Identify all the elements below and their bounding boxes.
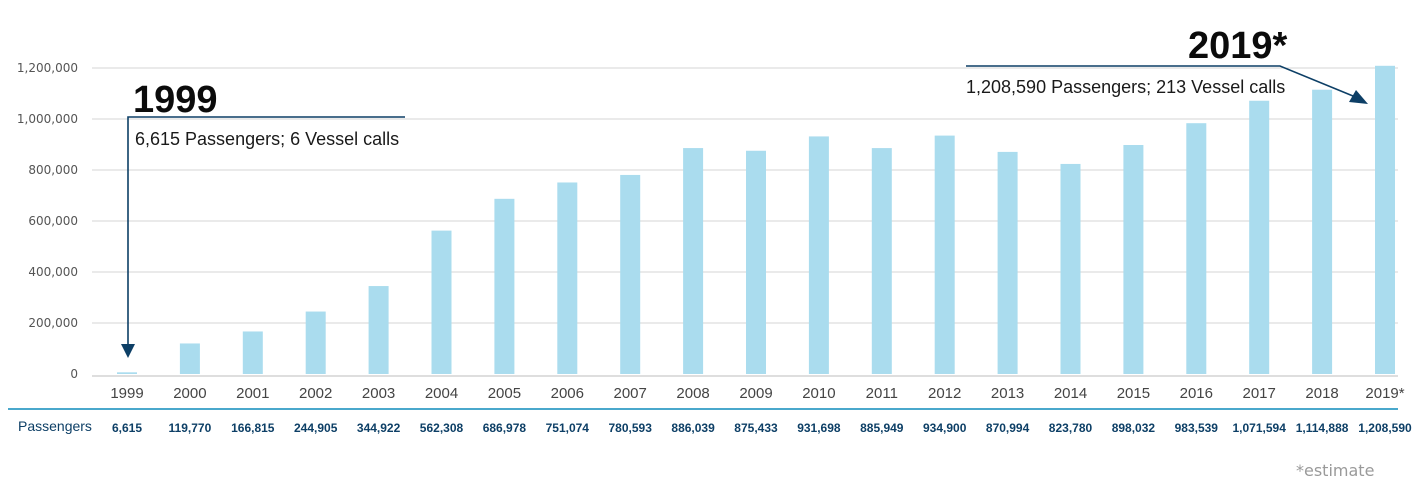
bar [494,198,515,374]
passenger-value-label: 166,815 [231,421,275,435]
x-tick-label: 2014 [1054,385,1087,402]
passengers-row-label: Passengers [18,418,92,434]
passenger-value-label: 870,994 [986,421,1030,435]
gridlines [92,67,1398,377]
x-tick-label: 2006 [551,385,584,402]
bar [1375,65,1395,375]
x-tick-label: 2000 [173,385,206,402]
bar [1060,163,1081,374]
x-tick-label: 2011 [866,385,898,402]
passenger-value-label: 823,780 [1049,421,1093,435]
annotation-1999-connector [127,116,405,346]
y-axis-ticks: 0 200,000 400,000 600,000 800,000 1,000,000 1,… [17,61,78,381]
passenger-value-label: 780,593 [609,421,653,435]
passenger-value-label: 751,074 [546,421,590,435]
x-tick-label: 2015 [1117,385,1150,402]
passenger-value-label: 1,208,590 [1358,421,1412,435]
x-tick-label: 2012 [928,385,961,402]
annotation-2019-arrowhead [1349,90,1368,104]
y-tick-label: 600,000 [28,214,78,228]
x-tick-label: 2018 [1305,385,1338,402]
passenger-value-label: 886,039 [671,421,715,435]
passenger-value-label: 244,905 [294,421,338,435]
bar [179,343,200,374]
passenger-value-label: 885,949 [860,421,904,435]
annotation-1999-text: 6,615 Passengers; 6 Vessel calls [135,129,399,149]
bar [683,148,704,374]
bars [117,65,1395,375]
passenger-value-label: 344,922 [357,421,401,435]
passenger-value-label: 875,433 [734,421,778,435]
bar [934,135,955,374]
annotation-1999-year: 1999 [133,79,218,121]
x-tick-label: 2002 [299,385,332,402]
y-tick-label: 400,000 [28,265,78,279]
x-tick-label: 1999 [110,385,143,402]
footnote-estimate: *estimate [1296,461,1374,480]
passenger-value-label: 983,539 [1175,421,1219,435]
y-tick-label: 1,000,000 [17,112,78,126]
x-tick-label: 2009 [739,385,772,402]
annotation-2019-year: 2019* [1188,25,1288,67]
annotation-2019-text: 1,208,590 Passengers; 213 Vessel calls [966,77,1285,97]
x-tick-label: 2004 [425,385,458,402]
annotation-1999: 1999 6,615 Passengers; 6 Vessel calls [121,79,405,358]
bar [1123,145,1144,374]
passenger-value-label: 562,308 [420,421,464,435]
passenger-value-label: 6,615 [112,421,142,435]
bar [620,174,641,374]
bar [557,182,578,374]
passenger-value-label: 1,114,888 [1296,421,1349,435]
annotation-2019: 2019* 1,208,590 Passengers; 213 Vessel c… [966,25,1368,104]
bar [871,148,892,374]
x-tick-label: 2007 [614,385,647,402]
x-tick-label: 2001 [236,385,269,402]
bar [746,150,766,374]
x-tick-label: 2003 [362,385,395,402]
bar [242,331,263,374]
x-tick-label: 2010 [802,385,835,402]
annotation-1999-arrowhead [121,344,135,358]
bar [1312,89,1333,375]
y-tick-label: 1,200,000 [17,61,78,75]
passenger-value-label: 931,698 [797,421,841,435]
x-tick-label: 2008 [676,385,709,402]
bar [117,372,137,374]
y-tick-label: 0 [70,367,78,381]
passenger-value-label: 898,032 [1112,421,1156,435]
passenger-value-label: 686,978 [483,421,527,435]
y-tick-label: 800,000 [28,163,78,177]
bar [1186,123,1207,374]
bar [368,286,389,374]
bar [305,311,326,374]
x-tick-label: 2019* [1365,385,1404,402]
annotation-2019-connector [966,65,1354,97]
bar [997,151,1018,374]
bar [431,230,452,374]
x-tick-label: 2005 [488,385,521,402]
bar [808,136,829,374]
y-tick-label: 200,000 [28,316,78,330]
x-tick-label: 2017 [1243,385,1276,402]
x-tick-label: 2013 [991,385,1024,402]
x-tick-label: 2016 [1180,385,1213,402]
passenger-value-label: 934,900 [923,421,967,435]
passenger-value-labels: 6,615 119,770 166,815 244,905 344,922 562,308… [112,421,1412,435]
passenger-value-label: 1,071,594 [1233,421,1287,435]
bar [1249,100,1270,374]
x-axis-ticks: 1999 2000 2001 2002 2003 2004 2005 2006 2007 2008… [110,385,1404,402]
passenger-value-label: 119,770 [169,421,212,435]
